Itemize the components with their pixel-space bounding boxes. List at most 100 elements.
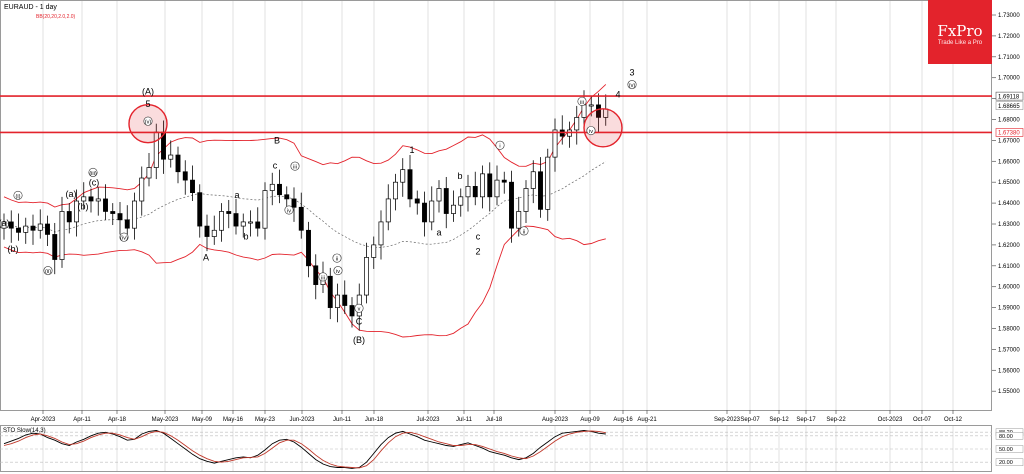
candle-body: [95, 198, 101, 202]
candle-body: [168, 154, 174, 160]
candle-body: [139, 177, 145, 202]
candle-body: [385, 198, 391, 223]
wave-marker: [284, 205, 294, 215]
candle-body: [117, 213, 123, 221]
y-tick-label: 1.61000: [998, 264, 1020, 270]
candle-body: [596, 104, 601, 118]
wave-label: c: [476, 232, 481, 242]
candle-body: [364, 257, 369, 296]
wave-label: c: [273, 161, 278, 171]
candle-body: [436, 188, 442, 202]
candle-body: [74, 200, 79, 223]
wave-label: iv: [287, 209, 291, 215]
candle-body: [472, 186, 478, 198]
wave-marker: [519, 226, 529, 236]
y-tick-label: 1.67000: [998, 138, 1020, 144]
candle-body: [226, 211, 232, 214]
wave-marker: [119, 232, 129, 242]
candle-body: [516, 211, 522, 229]
x-tick-label: Sep-07: [740, 417, 760, 423]
candle-body: [291, 198, 297, 208]
oscillator-tag-box: [995, 432, 1024, 440]
wave-label: B: [274, 136, 280, 146]
candle-body: [393, 181, 398, 200]
wave-label: iii: [293, 165, 297, 171]
candle-body: [211, 229, 217, 237]
date-axis: Apr-2023 Apr-11 Apr-18 May-2023 May-09 May-16…: [31, 410, 963, 423]
wave-label: (A): [142, 86, 154, 96]
x-tick-label: Apr-2023: [31, 417, 56, 423]
candle-body: [588, 104, 594, 107]
x-tick-label: Apr-11: [73, 417, 91, 423]
candle-body: [530, 171, 536, 189]
x-tick-label: Aug-2023: [542, 417, 569, 423]
price-tag-label: 1.69118: [998, 94, 1020, 100]
bollinger-middle: [3, 161, 606, 248]
wave-marker: [354, 303, 364, 313]
candle-body: [23, 225, 29, 233]
candle-body: [182, 171, 188, 181]
x-tick-label: Sep-17: [796, 417, 816, 423]
candle-body: [175, 154, 181, 173]
candle-body: [487, 173, 493, 198]
wave-label: (ii): [45, 269, 51, 275]
wave-label: (B): [353, 335, 365, 345]
logo-name: FxPro: [937, 22, 983, 40]
price-tag-label: 1.67380: [998, 131, 1020, 137]
bollinger-lower: [3, 225, 606, 338]
candle-body: [8, 221, 14, 229]
wave-label: (b): [78, 201, 89, 211]
candle-body: [255, 221, 261, 229]
candle-body: [443, 188, 449, 214]
wave-label: 1: [409, 145, 414, 155]
oscillator-tick-label: 80.00: [999, 434, 1013, 440]
wave-label: (v): [629, 83, 636, 89]
candle-body: [204, 225, 210, 237]
x-tick-label: Oct-2023: [878, 417, 903, 423]
vertical-grid: [42, 1, 954, 471]
y-tick-label: 1.65000: [998, 180, 1020, 186]
candle-body: [132, 200, 137, 229]
wave-label: ii: [523, 229, 525, 235]
candle-body: [480, 173, 485, 198]
wave-label: a: [436, 227, 441, 237]
candle-body: [371, 244, 377, 258]
wave-label: (iv): [120, 236, 128, 242]
wave-marker: [627, 80, 637, 90]
highlight-circle: [583, 108, 623, 148]
x-tick-label: Aug-21: [637, 417, 657, 423]
candle-body: [349, 305, 355, 317]
wave-label: b: [457, 171, 462, 181]
oscillator-tag-box: [995, 458, 1024, 466]
candle-body: [545, 156, 551, 210]
wave-label: 3: [629, 68, 634, 78]
candle-body: [277, 183, 282, 196]
stochastic-signal-line: [3, 430, 606, 469]
candle-body: [52, 234, 58, 260]
wave-label: (iii): [89, 171, 96, 177]
oscillator-tag-box: [995, 445, 1024, 453]
wave-marker: [88, 167, 98, 177]
wave-label: iii: [580, 100, 584, 106]
y-tick-label: 1.58000: [998, 327, 1020, 333]
x-tick-label: Sep-22: [826, 417, 846, 423]
candle-body: [124, 219, 130, 229]
price-axis: 1.55000 1.56000 1.57000 1.58000 1.59000 1.600…: [992, 13, 1020, 395]
candle-body: [240, 221, 246, 227]
y-tick-label: 1.60000: [998, 285, 1020, 291]
candle-body: [429, 200, 435, 223]
stochastic-main-line: [3, 430, 606, 469]
y-tick-label: 1.70000: [998, 76, 1020, 82]
candle-body: [458, 196, 464, 206]
candle-body: [494, 179, 500, 198]
candle-body: [37, 223, 43, 231]
price-tags: 1.69118 1.68665 1.67380: [995, 91, 1024, 137]
candle-body: [66, 211, 72, 223]
candle-body: [248, 221, 253, 224]
wave-marker: [495, 140, 505, 150]
price-tag-box: [995, 91, 1024, 101]
wave-label: C: [356, 316, 363, 326]
circled-zones: [128, 103, 623, 148]
candle-body: [335, 294, 340, 308]
x-tick-label: Aug-16: [613, 417, 633, 423]
